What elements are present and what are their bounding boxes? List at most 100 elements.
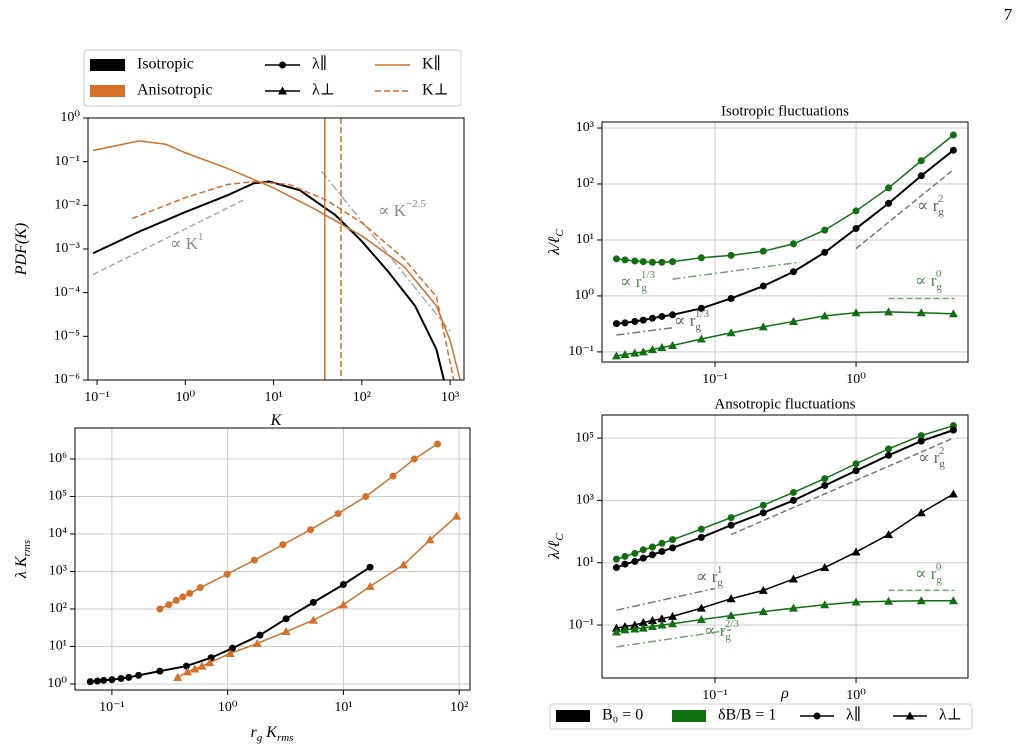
series-line: [92, 140, 461, 380]
marker: [789, 240, 797, 248]
label-part: ∝ r: [917, 196, 939, 215]
marker: [789, 496, 797, 504]
x-tick-label: 10¹: [264, 390, 282, 405]
guide-line: [855, 169, 954, 250]
label-part: g: [939, 458, 945, 470]
marker: [917, 172, 925, 180]
marker: [279, 541, 287, 549]
legend-label: λ∥: [312, 55, 327, 73]
marker: [631, 557, 639, 565]
marker: [821, 475, 829, 483]
x-tick-label: 10⁰: [175, 390, 195, 405]
marker: [821, 248, 829, 256]
marker: [338, 600, 348, 609]
plot: 10⁻¹ 10⁰ 10¹ 10² 10⁰ 10¹ 10² 10³ 10⁴ 10⁵ 10⁶: [47, 427, 471, 715]
legend-label: Isotropic: [137, 56, 194, 73]
label-part: 1: [198, 231, 204, 243]
marker: [425, 535, 435, 544]
marker: [789, 268, 797, 276]
page-number: 7: [1004, 5, 1013, 24]
series-line: [616, 493, 954, 629]
plot-area: [611, 131, 958, 360]
y-tick-label: 10⁵: [48, 489, 67, 504]
marker: [197, 661, 207, 670]
marker: [758, 322, 768, 331]
legend-patch: [90, 59, 125, 71]
marker: [697, 525, 705, 533]
label-part: rms: [277, 732, 294, 744]
series-line: [616, 424, 954, 560]
marker: [917, 437, 925, 445]
annotation: ∝ K−2.5: [378, 198, 427, 220]
label-part: ∝ r: [915, 271, 937, 290]
legend-label: K∥: [422, 55, 441, 73]
label-part: ∝ r: [918, 448, 940, 467]
legend-patch: [90, 85, 125, 97]
marker: [334, 510, 342, 518]
marker: [639, 316, 647, 324]
y-tick-label: 10⁻²: [54, 198, 80, 213]
marker: [759, 501, 767, 509]
label-part: 2: [938, 193, 944, 205]
marker: [788, 574, 798, 583]
label-part: λ/ℓ: [546, 236, 563, 255]
marker: [434, 440, 442, 448]
marker: [852, 207, 860, 215]
marker: [851, 597, 861, 606]
marker: [308, 615, 318, 624]
marker: [398, 560, 408, 569]
marker: [93, 677, 101, 685]
axes-frame: [601, 121, 969, 363]
marker: [621, 552, 629, 560]
label-part: r: [251, 724, 258, 741]
y-tick-label: 10⁻¹: [54, 154, 80, 169]
plot: 10⁻¹ 10⁰ 10¹ 10² 10³ 10⁻⁶ 10⁻⁵ 10⁻⁴ 10⁻³ 10⁻² 10⁻¹…: [54, 110, 465, 405]
marker: [758, 607, 768, 616]
marker: [821, 226, 829, 234]
x-tick-label: 10⁻¹: [702, 372, 728, 387]
marker: [165, 601, 173, 609]
marker: [727, 521, 735, 529]
marker: [852, 225, 860, 233]
marker: [696, 334, 706, 343]
marker: [252, 638, 262, 647]
marker: [648, 258, 656, 266]
marker: [916, 308, 926, 317]
marker: [172, 596, 180, 604]
marker: [949, 131, 957, 139]
marker: [648, 543, 656, 551]
marker: [948, 489, 958, 498]
marker: [612, 564, 620, 572]
marker: [658, 312, 666, 320]
marker: [668, 611, 678, 620]
marker: [726, 594, 736, 603]
label-part: −2.5: [406, 198, 426, 210]
guide-line: [616, 587, 716, 611]
y-tick-label: 10⁰: [574, 288, 594, 303]
annotation: ∝ rg1: [696, 564, 723, 589]
legend-label: δB/B = 1: [718, 707, 776, 724]
marker: [658, 539, 666, 547]
marker: [621, 560, 629, 568]
marker: [309, 598, 317, 606]
marker: [156, 605, 164, 613]
marker: [657, 342, 667, 351]
axes-frame: [87, 117, 465, 381]
chart-title: Ansotropic fluctuations: [714, 396, 855, 412]
marker: [638, 618, 648, 627]
marker: [948, 309, 958, 318]
marker: [884, 596, 894, 605]
series-line: [616, 134, 954, 263]
y-axis-label: λ/ℓC: [546, 533, 566, 560]
marker: [885, 199, 893, 207]
y-tick-label: 10⁻³: [54, 241, 80, 256]
marker: [612, 255, 620, 263]
marker: [727, 251, 735, 259]
marker: [758, 585, 768, 594]
marker: [668, 341, 678, 350]
marker: [948, 596, 958, 605]
marker: [183, 667, 193, 676]
marker: [647, 345, 657, 354]
label-part: ∝ K: [378, 201, 407, 220]
marker: [452, 511, 462, 520]
